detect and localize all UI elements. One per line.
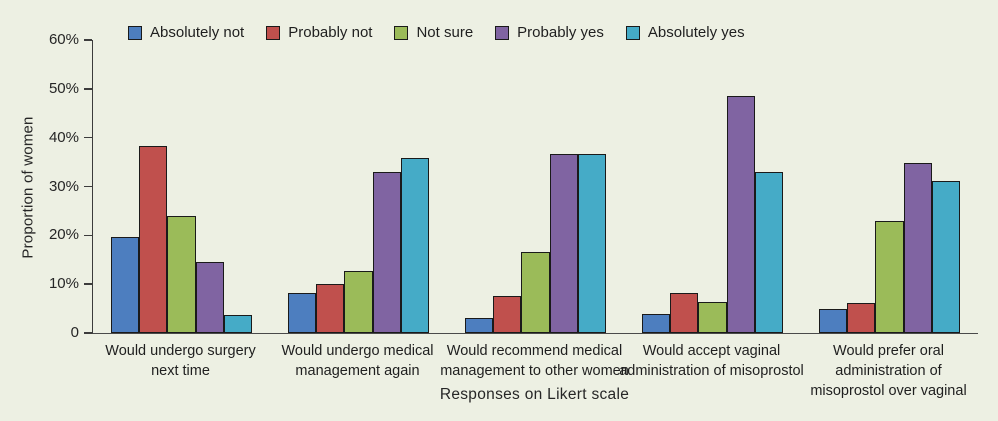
y-tick-mark xyxy=(83,136,92,139)
bar xyxy=(167,216,196,333)
legend-swatch-icon xyxy=(128,25,142,40)
y-tick-mark xyxy=(83,39,92,41)
bar xyxy=(344,270,373,333)
legend-item-3: Probably yes xyxy=(495,24,604,41)
bar xyxy=(110,237,140,333)
bar xyxy=(698,301,727,333)
legend-swatch-icon xyxy=(394,25,409,40)
legend-label: Not sure xyxy=(416,24,474,41)
bar xyxy=(139,145,168,333)
y-tick-label: 10% xyxy=(48,275,79,293)
legend-item-2: Not sure xyxy=(394,24,473,41)
x-category-label-line: Would undergo medical xyxy=(281,343,434,359)
bar xyxy=(549,154,578,333)
bar xyxy=(670,292,699,333)
bar xyxy=(400,158,430,333)
x-category-label-line: misoprostol over vaginal xyxy=(810,383,967,399)
x-axis-title: Responses on Likert scale xyxy=(439,386,630,403)
x-category-label: Would recommend medical management to oth… xyxy=(423,341,647,381)
x-category-label: Would accept vaginal administration of mi… xyxy=(600,341,824,381)
y-tick-mark xyxy=(83,88,92,90)
x-category-label-line: administration of xyxy=(835,363,942,379)
bar xyxy=(754,171,784,333)
bar xyxy=(493,295,522,333)
bar xyxy=(287,292,317,333)
bar xyxy=(875,220,904,333)
y-tick-label: 40% xyxy=(48,128,79,146)
plot-area: 0 10% 20% 30% 40% 50% 60% xyxy=(49,31,978,341)
x-category-label: Would undergo medical management again xyxy=(246,341,470,381)
legend-label: Probably yes xyxy=(517,24,604,41)
y-tick-label: 20% xyxy=(48,226,79,244)
bar xyxy=(464,318,494,333)
legend: Absolutely not Probably not Not sure Probab… xyxy=(128,24,745,41)
bar xyxy=(521,252,550,333)
bar xyxy=(818,308,848,333)
bar xyxy=(195,261,224,333)
x-category-label-line: management to other women xyxy=(440,363,629,379)
y-tick-mark xyxy=(83,234,92,237)
legend-swatch-icon xyxy=(495,25,510,40)
x-category-label-line: Would undergo surgery xyxy=(105,343,256,359)
bar xyxy=(372,171,401,333)
x-category-label-line: administration of misoprostol xyxy=(619,363,804,379)
x-category-label-line: next time xyxy=(151,363,210,379)
y-tick-label: 30% xyxy=(48,177,79,195)
legend-item-1: Probably not xyxy=(266,24,372,41)
legend-item-4: Absolutely yes xyxy=(625,24,745,41)
y-tick-label: 0 xyxy=(70,324,79,341)
bar xyxy=(577,154,607,333)
legend-label: Absolutely yes xyxy=(647,24,745,41)
bar xyxy=(903,163,932,333)
bar xyxy=(726,96,755,333)
bar xyxy=(847,302,876,333)
y-tick-label: 60% xyxy=(48,31,79,48)
y-tick-mark xyxy=(83,185,92,188)
legend-label: Probably not xyxy=(288,24,373,41)
y-tick-label: 50% xyxy=(48,79,79,97)
y-tick-mark xyxy=(83,332,92,334)
legend-item-0: Absolutely not xyxy=(128,24,244,41)
x-category-label-line: Would accept vaginal xyxy=(642,343,781,359)
x-category-label-line: management again xyxy=(295,363,420,379)
x-category-label-line: Would prefer oral xyxy=(833,343,944,359)
legend-label: Absolutely not xyxy=(150,24,245,41)
bar xyxy=(641,313,671,333)
legend-swatch-icon xyxy=(266,25,281,40)
x-category-label: Would prefer oral administration of misopr… xyxy=(777,341,998,401)
bar xyxy=(316,283,345,333)
x-category-label: Would undergo surgery next time xyxy=(69,341,293,381)
bar xyxy=(931,181,961,333)
bar xyxy=(223,314,253,333)
x-category-label-line: Would recommend medical xyxy=(446,343,623,359)
y-tick-mark xyxy=(83,283,92,285)
legend-swatch-icon xyxy=(625,25,640,40)
